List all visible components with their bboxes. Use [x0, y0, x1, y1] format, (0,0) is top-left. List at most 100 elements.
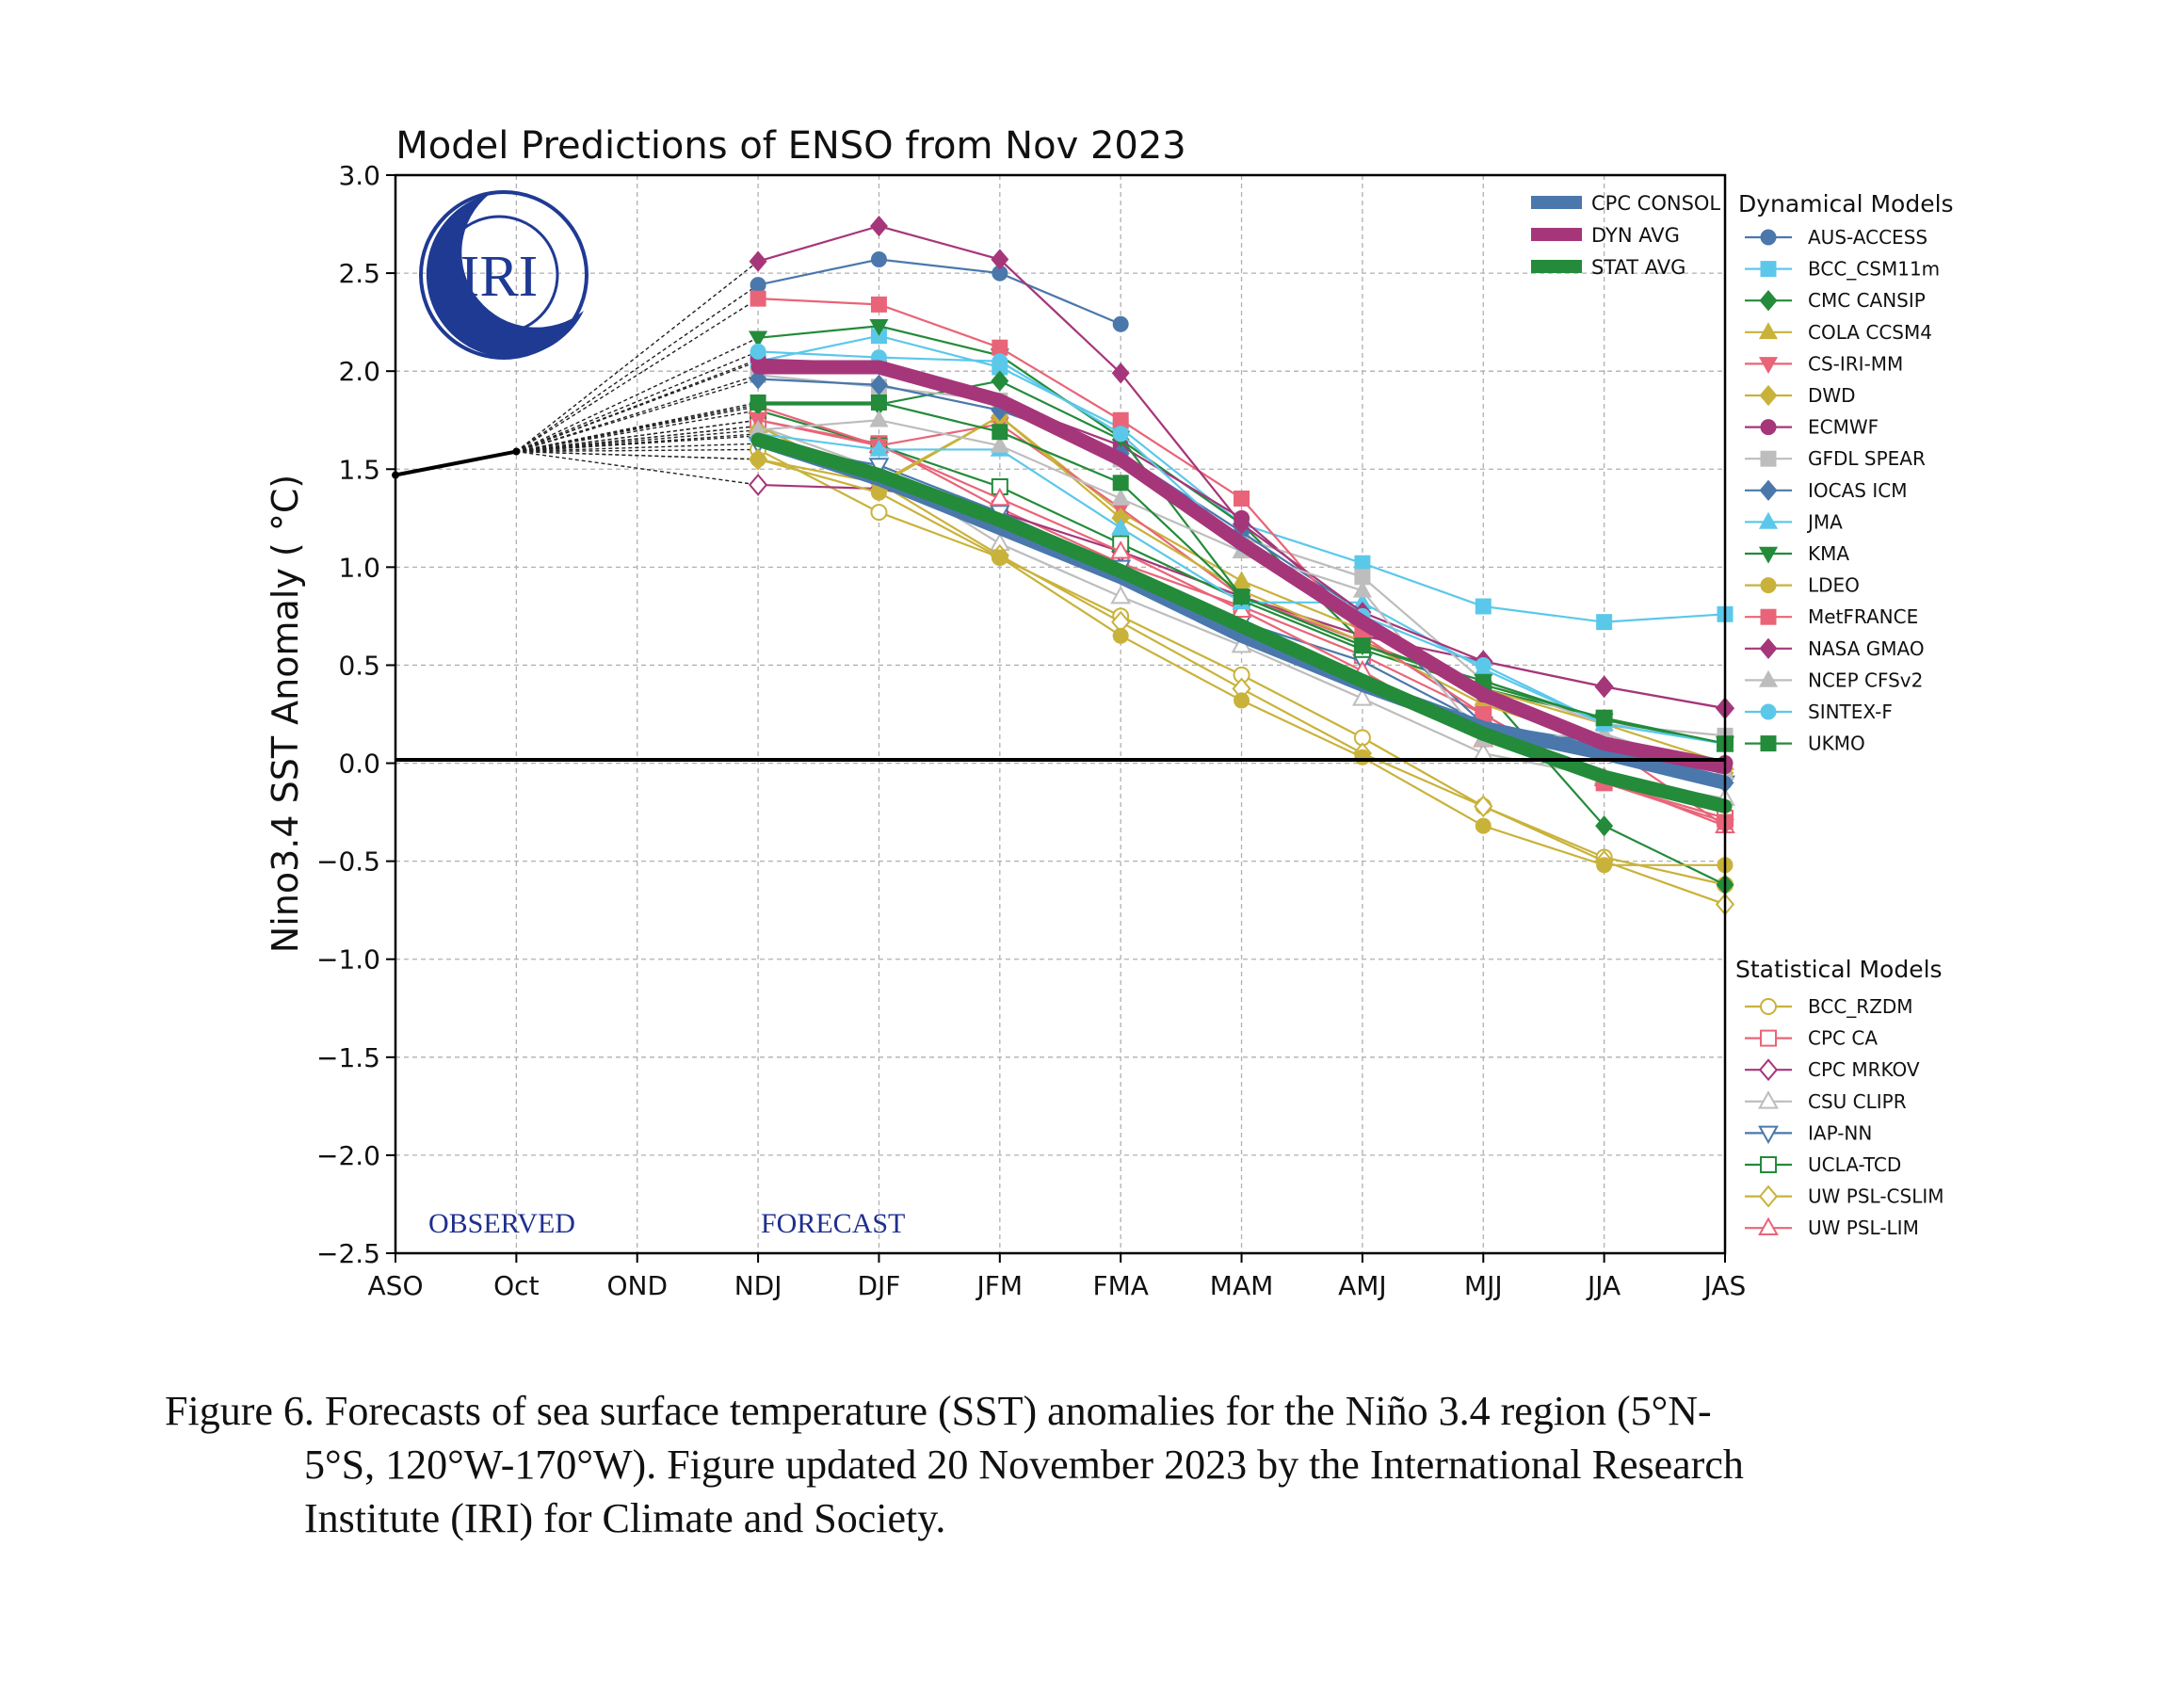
y-tick-label: −1.0 — [316, 944, 380, 975]
data-point — [1111, 363, 1130, 384]
legend-consensus: CPC CONSOL DYN AVG STAT AVG — [1531, 192, 1720, 279]
legend-marker — [1758, 357, 1779, 375]
legend-entry-iap-nn: IAP-NN — [1745, 1121, 1872, 1144]
y-tick-label: 2.5 — [338, 258, 380, 289]
fan-line — [516, 350, 759, 453]
data-point — [1234, 491, 1250, 507]
data-point — [1111, 488, 1131, 506]
data-point — [992, 549, 1008, 566]
x-tick-label: JAS — [1702, 1270, 1747, 1301]
legend-label: COLA CCSM4 — [1808, 321, 1932, 344]
legend-marker — [1760, 1156, 1777, 1173]
x-tick-label: NDJ — [734, 1270, 782, 1301]
y-tick-label: 1.5 — [338, 454, 380, 485]
legend-entry-cmc-cansip: CMC CANSIP — [1745, 289, 1926, 312]
fan-line — [515, 261, 759, 453]
data-point — [1596, 857, 1613, 874]
legend-entry-cola-ccsm4: COLA CCSM4 — [1745, 321, 1932, 344]
legend-label: NCEP CFSv2 — [1808, 669, 1923, 691]
legend-marker — [1759, 479, 1778, 501]
y-tick-label: 0.5 — [338, 650, 380, 681]
legend-label: LDEO — [1808, 574, 1860, 597]
legend-label: UW PSL-CSLIM — [1808, 1185, 1944, 1208]
data-point — [1354, 749, 1371, 765]
series-nasa-gmao — [749, 215, 1734, 719]
consensus-line-dyn-avg — [750, 360, 1733, 775]
x-tick-label: OND — [606, 1270, 668, 1301]
legend-label: MetFRANCE — [1808, 605, 1918, 628]
legend-label: CSU CLIPR — [1808, 1090, 1907, 1113]
legend-label: SINTEX-F — [1808, 701, 1893, 723]
legend-label: KMA — [1808, 542, 1849, 565]
legend-entry-gfdl-spear: GFDL SPEAR — [1745, 447, 1926, 470]
legend-entry-ldeo: LDEO — [1745, 574, 1860, 597]
legend-label: BCC_RZDM — [1808, 995, 1913, 1018]
legend-label: CPC MRKOV — [1808, 1058, 1920, 1081]
legend-entry-metfrance: MetFRANCE — [1745, 605, 1918, 628]
legend-entry-dyn-avg: DYN AVG — [1531, 224, 1680, 247]
y-axis-label: Nino3.4 SST Anomaly ( °C) — [265, 475, 306, 953]
legend-label: DYN AVG — [1591, 224, 1680, 247]
forecast-fan-lines — [515, 261, 759, 486]
x-tick-label: Oct — [493, 1270, 539, 1301]
legend-marker — [1758, 1125, 1779, 1145]
fan-line — [516, 419, 759, 453]
chart-title: Model Predictions of ENSO from Nov 2023 — [395, 124, 1186, 168]
legend-marker — [1758, 1184, 1779, 1208]
plot-border — [394, 173, 1727, 1255]
data-point — [750, 343, 766, 360]
legend-swatch — [1531, 228, 1582, 241]
y-axis: 3.0 2.5 2.0 1.5 1.0 0.5 0.0 −0.5 −1.0 −1.5 −2.0 −2.… — [316, 160, 395, 1269]
x-tick-label: FMA — [1092, 1270, 1148, 1301]
legend-entry-cpc-consol: CPC CONSOL — [1531, 192, 1720, 215]
legend-marker — [1758, 1090, 1779, 1109]
legend-entry-nasa-gmao: NASA GMAO — [1745, 637, 1925, 660]
data-point — [990, 435, 1009, 453]
legend-marker — [1758, 669, 1779, 687]
legend-marker — [1760, 229, 1777, 246]
data-point — [1112, 475, 1129, 491]
data-point — [1596, 710, 1613, 727]
legend-dynamical: AUS-ACCESS BCC_CSM11m CMC CANSIP COLA CCSM4… — [1745, 226, 1940, 755]
data-point — [870, 296, 887, 313]
data-point — [869, 215, 888, 237]
fan-line — [516, 443, 759, 453]
legend-dynamical-header: Dynamical Models — [1738, 190, 1954, 218]
series-aus-access — [750, 251, 1129, 332]
data-point — [1474, 795, 1493, 818]
data-point — [1352, 580, 1372, 598]
data-point — [1234, 692, 1250, 709]
legend-label: DWD — [1808, 384, 1856, 407]
data-point — [1354, 637, 1371, 654]
data-point — [748, 473, 768, 496]
legend-marker — [1760, 1029, 1777, 1047]
legend-entry-ncep-cfsv2: NCEP CFSv2 — [1745, 669, 1923, 691]
legend-marker — [1758, 1058, 1779, 1082]
data-point — [1475, 598, 1492, 615]
legend-entry-uw-psl-cslim: UW PSL-CSLIM — [1745, 1185, 1944, 1208]
legend-marker — [1760, 608, 1777, 625]
data-point — [1475, 656, 1492, 673]
data-point — [750, 394, 766, 411]
y-tick-label: −2.0 — [316, 1140, 380, 1171]
data-point — [749, 330, 768, 348]
legend-marker — [1760, 419, 1777, 436]
legend-entry-csu-clipr: CSU CLIPR — [1745, 1090, 1907, 1113]
iri-logo: IRI — [419, 190, 589, 360]
legend-label: CPC CONSOL — [1591, 192, 1720, 215]
data-point — [1354, 555, 1371, 572]
legend-entry-bcc-csm11m: BCC_CSM11m — [1745, 258, 1940, 281]
data-point — [1233, 513, 1251, 535]
fan-line — [516, 448, 759, 453]
legend-entry-uw-psl-lim: UW PSL-LIM — [1745, 1217, 1919, 1239]
legend-entry-cs-iri-mm: CS-IRI-MM — [1745, 352, 1903, 375]
observed-line — [395, 449, 517, 477]
data-point — [991, 249, 1009, 270]
legend-label: GFDL SPEAR — [1808, 447, 1926, 470]
data-point — [1112, 426, 1129, 443]
data-point — [750, 290, 766, 307]
legend-label: UKMO — [1808, 733, 1865, 755]
legend-label: AUS-ACCESS — [1808, 226, 1927, 249]
x-tick-label: JJA — [1586, 1270, 1621, 1301]
